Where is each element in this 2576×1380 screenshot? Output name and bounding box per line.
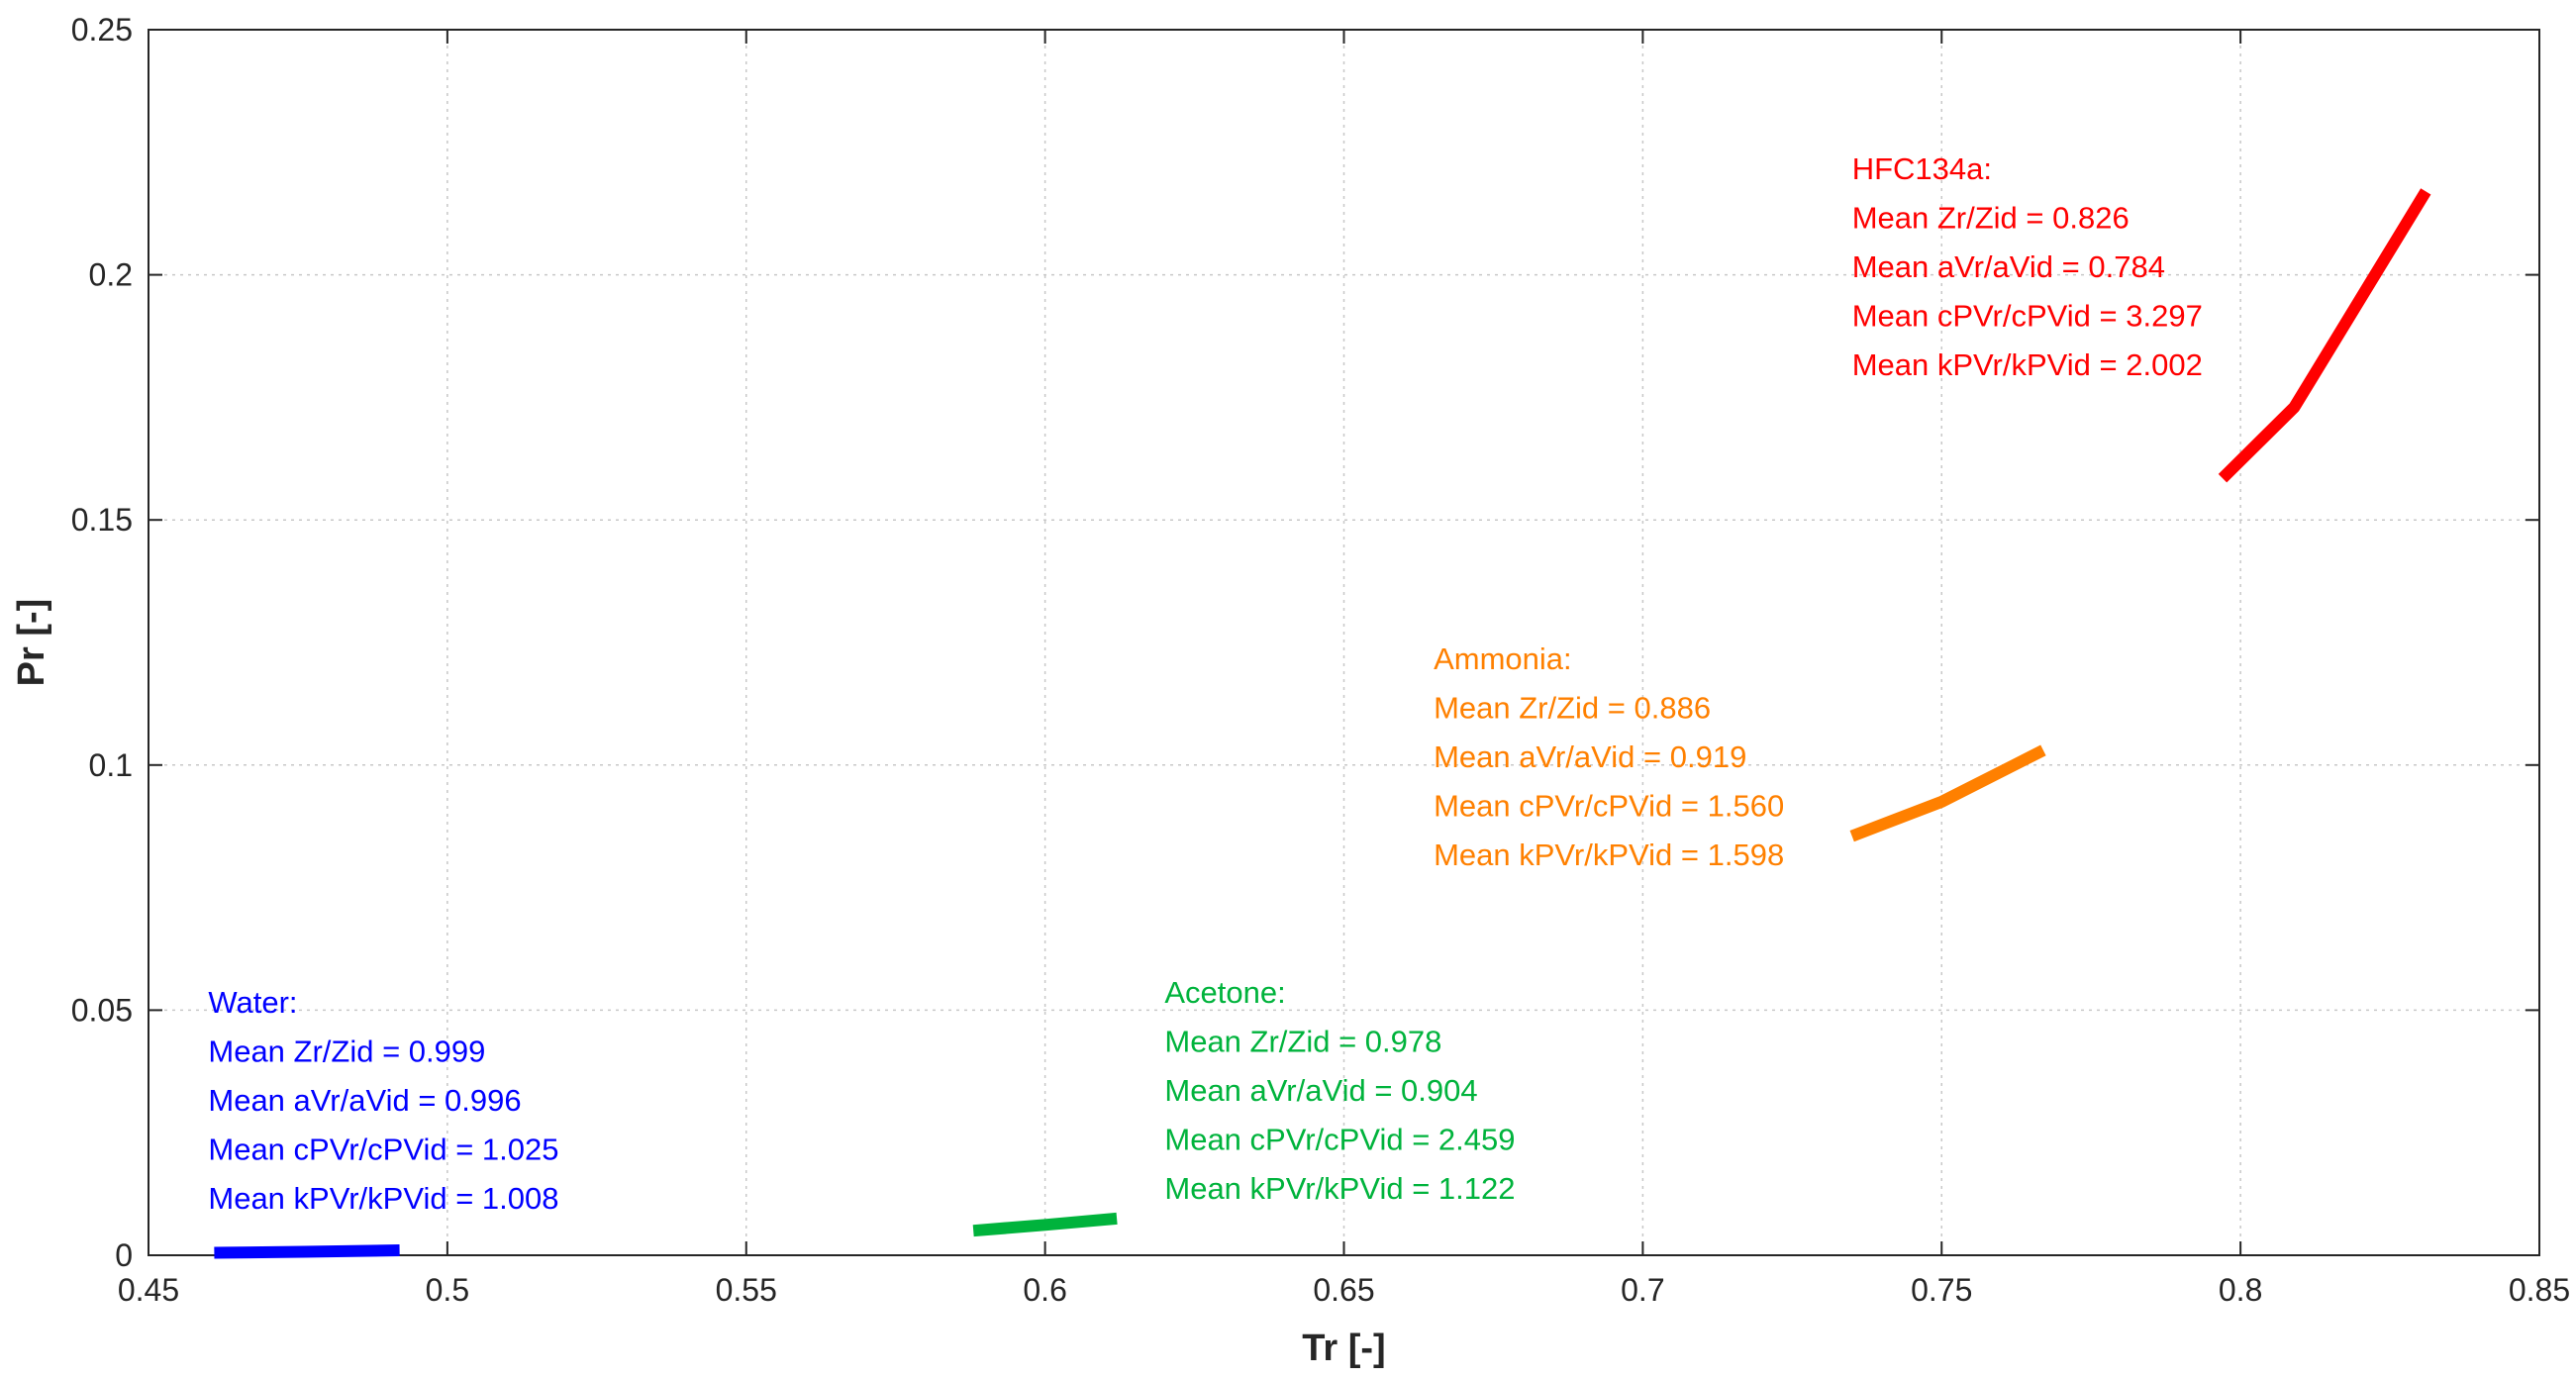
x-tick-label: 0.65 — [1313, 1272, 1374, 1308]
x-tick-label: 0.6 — [1023, 1272, 1066, 1308]
annotation-line: Mean Zr/Zid = 0.999 — [208, 1034, 485, 1068]
series-line-2 — [1849, 744, 2046, 842]
annotation-line: Mean cPVr/cPVid = 3.297 — [1852, 299, 2203, 334]
annotation-line: Mean Zr/Zid = 0.886 — [1434, 691, 1711, 726]
x-tick-label: 0.5 — [426, 1272, 469, 1308]
x-tick-label: 0.75 — [1911, 1272, 1972, 1308]
y-tick-label: 0.2 — [89, 257, 133, 293]
y-tick-label: 0.15 — [71, 502, 133, 538]
annotation-line: Mean kPVr/kPVid = 2.002 — [1852, 347, 2203, 382]
annotation-line: Mean aVr/aVid = 0.919 — [1434, 739, 1746, 774]
y-axis-label: Pr [-] — [11, 599, 52, 687]
annotation-line: Mean cPVr/cPVid = 1.025 — [208, 1132, 558, 1166]
grid — [149, 30, 2539, 1255]
annotation-line: Water: — [208, 985, 297, 1020]
y-tick-label: 0.25 — [71, 12, 133, 48]
y-tick-label: 0.1 — [89, 747, 133, 783]
annotation-line: Acetone: — [1164, 975, 1285, 1010]
annotation-block-1: Acetone: Mean Zr/Zid = 0.978 Mean aVr/aVid… — [1164, 975, 1515, 1206]
series-lines — [214, 188, 2431, 1259]
x-tick-label: 0.7 — [1621, 1272, 1664, 1308]
series-line-0 — [214, 1244, 400, 1259]
x-tick-label: 0.8 — [2219, 1272, 2262, 1308]
annotation-line: Mean aVr/aVid = 0.904 — [1164, 1073, 1477, 1108]
annotation-line: Mean aVr/aVid = 0.996 — [208, 1083, 521, 1118]
annotation-line: Mean Zr/Zid = 0.826 — [1852, 201, 2130, 236]
x-tick-label: 0.55 — [716, 1272, 777, 1308]
annotation-block-3: HFC134a: Mean Zr/Zid = 0.826 Mean aVr/aVid… — [1852, 151, 2203, 382]
annotation-block-2: Ammonia: Mean Zr/Zid = 0.886 Mean aVr/aVid… — [1434, 641, 1784, 872]
annotations: Water: Mean Zr/Zid = 0.999 Mean aVr/aVid =… — [208, 151, 2202, 1216]
annotation-block-0: Water: Mean Zr/Zid = 0.999 Mean aVr/aVid =… — [208, 985, 558, 1216]
annotation-line: HFC134a: — [1852, 151, 1992, 186]
x-tick-label: 0.85 — [2509, 1272, 2570, 1308]
annotation-line: Mean kPVr/kPVid = 1.008 — [208, 1181, 558, 1216]
y-tick-label: 0.05 — [71, 992, 133, 1028]
annotation-line: Mean aVr/aVid = 0.784 — [1852, 249, 2165, 284]
series-line-1 — [972, 1212, 1118, 1237]
annotation-line: Mean kPVr/kPVid = 1.122 — [1164, 1171, 1515, 1206]
x-tick-label: 0.45 — [118, 1272, 179, 1308]
annotation-line: Mean kPVr/kPVid = 1.598 — [1434, 838, 1784, 872]
series-line-3 — [2218, 188, 2431, 483]
annotation-line: Mean Zr/Zid = 0.978 — [1164, 1024, 1441, 1058]
y-tick-label: 0 — [115, 1237, 133, 1273]
annotation-line: Mean cPVr/cPVid = 2.459 — [1164, 1122, 1515, 1156]
axis-ticks: 0.45 0.5 0.55 0.6 0.65 0.7 0.75 0.8 0.85 0 0.05 0.1… — [71, 12, 2570, 1308]
annotation-line: Ammonia: — [1434, 641, 1572, 676]
annotation-line: Mean cPVr/cPVid = 1.560 — [1434, 789, 1784, 824]
x-axis-label: Tr [-] — [1302, 1328, 1385, 1369]
